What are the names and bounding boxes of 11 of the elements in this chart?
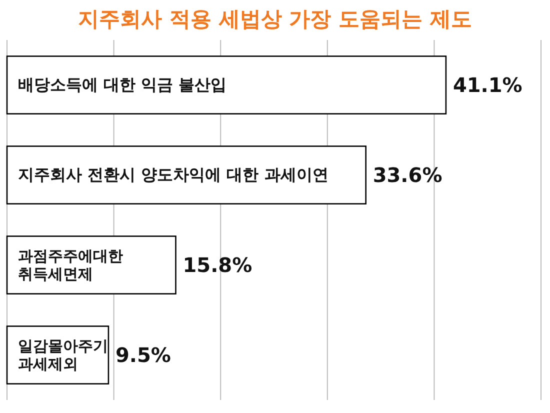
data-label: 15.8%: [182, 253, 252, 277]
data-label: 9.5%: [115, 343, 171, 367]
y-tick-label: 과점주주에대한 취득세면제: [18, 247, 123, 283]
data-label: 33.6%: [372, 163, 442, 187]
chart-title: 지주회사 적용 세법상 가장 도움되는 제도: [78, 7, 472, 31]
bar: [6, 56, 447, 114]
y-tick-label: 배당소득에 대한 익금 불산입: [18, 75, 227, 94]
data-label: 41.1%: [452, 73, 522, 97]
y-tick-label: 일감몰아주기 과세제외: [18, 337, 108, 373]
y-tick-label: 지주회사 전환시 양도차익에 대한 과세이연: [18, 165, 328, 184]
bar: [6, 146, 366, 204]
